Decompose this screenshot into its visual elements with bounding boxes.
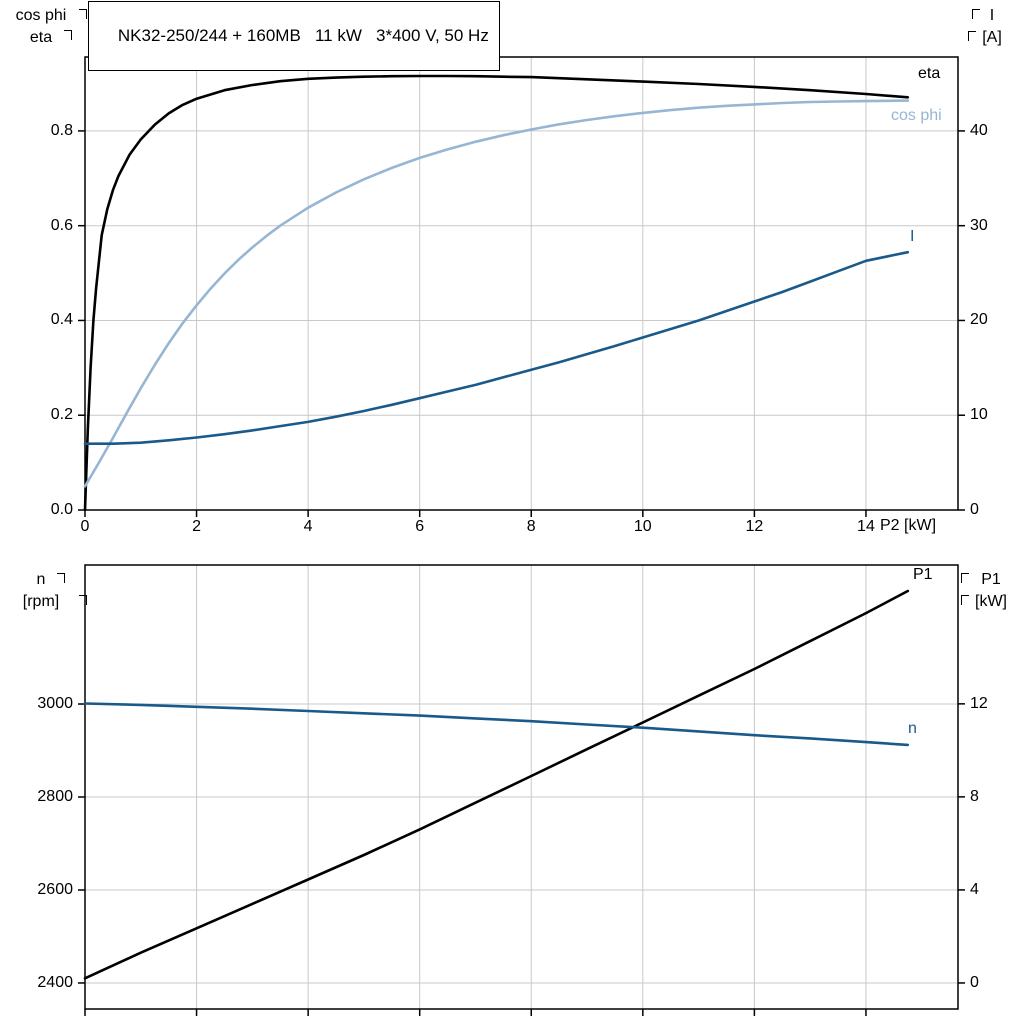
bottom-right-axis-title: P1 [kW] [964,569,1018,613]
chart-title: NK32-250/244 + 160MB 11 kW 3*400 V, 50 H… [117,26,489,45]
right-y-tick-label: 12 [970,694,988,712]
x-tick-label: 2 [192,518,202,535]
curve-label-cosphi: cos phi [891,107,942,124]
curve-I [83,250,910,446]
right-axis-title-p1: P1 [981,571,1001,588]
right-y-tick-label: 40 [970,121,988,139]
chart-title-box: NK32-250/244 + 160MB 11 kW 3*400 V, 50 H… [88,1,500,71]
x-tick-label: 6 [415,518,425,535]
top-right-axis-title: I [A] [966,5,1018,49]
x-tick-label: 10 [633,518,652,535]
right-y-tick-label: 0 [970,973,979,991]
left-y-tick-label: 0.6 [50,216,73,234]
right-y-tick-label: 20 [970,311,988,329]
right-y-tick-label: 8 [970,787,979,805]
x-axis-label: P2 [kW] [880,517,937,534]
left-y-tick-label: 0.0 [50,501,73,518]
left-axis-title-speed: n [36,571,46,588]
curve-cos-phi [83,99,910,488]
curve-n [83,702,910,747]
axis-mark [64,30,72,40]
curve-label-n: n [908,720,917,737]
curve-label-P1: P1 [913,566,933,583]
left-axis-title-speed-unit: [rpm] [22,593,60,610]
x-tick-label: 8 [526,518,536,535]
curve-eta [83,74,910,512]
right-y-tick-label: 4 [970,880,979,898]
left-axis-title-cosphi: cos phi [15,7,67,24]
right-y-tick-label: 10 [970,406,988,424]
axis-mark [57,573,65,583]
left-y-tick-label: 2400 [37,973,73,991]
x-tick-label: 4 [303,518,313,535]
right-y-tick-label: 0 [970,501,979,518]
left-y-tick-label: 0.4 [50,311,73,329]
left-y-tick-label: 2800 [37,787,73,805]
curve-P1 [83,589,910,980]
axis-mark [79,9,87,19]
x-tick-label: 0 [80,518,90,535]
x-tick-label: 12 [745,518,764,535]
bottom-left-axis-title: n [rpm] [4,569,78,613]
top-left-axis-title: cos phi eta [4,5,78,49]
axis-mark [79,595,87,605]
axis-mark [961,573,969,583]
right-y-tick-label: 30 [970,216,988,234]
left-y-tick-label: 2600 [37,880,73,898]
curve-label-eta: eta [918,65,941,82]
right-axis-title-p1-unit: [kW] [975,593,1007,610]
right-axis-title-current: I [989,7,995,24]
right-axis-title-current-unit: [A] [982,29,1002,46]
left-y-tick-label: 0.2 [50,406,73,424]
curve-label-I: I [910,228,915,245]
left-y-tick-label: 0.8 [50,121,73,139]
axis-mark [972,9,980,19]
axis-mark [968,31,976,41]
left-axis-title-eta: eta [29,29,53,46]
axis-mark [961,595,969,605]
left-y-tick-label: 3000 [37,695,73,712]
x-tick-label: 14 [857,518,875,535]
